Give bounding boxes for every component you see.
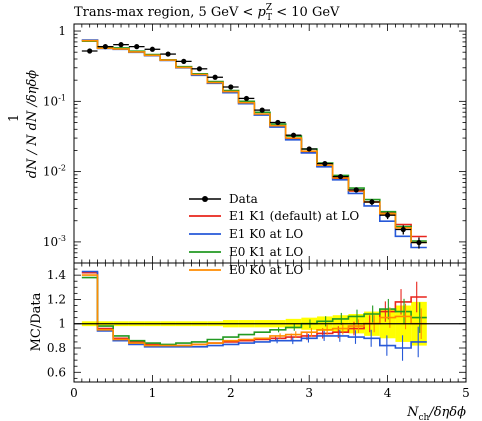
data-point bbox=[369, 199, 375, 205]
legend-label-e1k0: E1 K0 at LO bbox=[229, 227, 303, 241]
data-point bbox=[400, 226, 406, 233]
mc-line-series-0 bbox=[81, 39, 427, 238]
mc-line-series-3 bbox=[81, 39, 427, 244]
x-tick-label: 4 bbox=[384, 386, 392, 400]
ratio-line-series-1 bbox=[81, 270, 427, 349]
data-point bbox=[337, 173, 344, 180]
legend-marker-data bbox=[202, 196, 208, 202]
chart-title: Trans-max region, 5 GeV < pZ T < 10 GeV bbox=[74, 3, 340, 23]
legend-item-data: Data bbox=[189, 192, 258, 206]
y-axis-label-ratio: MC/Data bbox=[29, 292, 44, 351]
x-tick-label: 1 bbox=[149, 386, 157, 400]
legend-label-e0k1: E0 K1 at LO bbox=[229, 245, 303, 259]
data-point bbox=[134, 44, 140, 50]
x-axis-label: Nch/δηδϕ bbox=[406, 405, 466, 421]
data-point bbox=[290, 132, 297, 138]
data-point bbox=[118, 42, 124, 48]
data-point bbox=[416, 239, 422, 246]
legend: Data E1 K1 (default) at LO E1 K0 at LO E… bbox=[189, 192, 359, 277]
x-tick-label: 0 bbox=[70, 386, 78, 400]
data-point bbox=[243, 95, 250, 102]
x-tick-label: 3 bbox=[305, 386, 313, 400]
y-tick-label-ratio: 1.4 bbox=[47, 268, 66, 282]
legend-item-e0k0: E0 K0 at LO bbox=[189, 263, 303, 277]
y-tick-label-ratio: 0.8 bbox=[47, 341, 66, 355]
y-tick-label-ratio: 0.6 bbox=[47, 365, 66, 379]
ratio-panel: 0 1 2 3 4 5 0.6 0.8 1 1.2 1.4 bbox=[47, 262, 470, 400]
x-tick-label: 5 bbox=[462, 386, 470, 400]
y-tick-label-main: 10-1 bbox=[43, 93, 66, 108]
legend-label-e0k0: E0 K0 at LO bbox=[229, 263, 303, 277]
data-point bbox=[306, 146, 312, 152]
data-point bbox=[212, 74, 218, 80]
data-point bbox=[165, 51, 171, 57]
data-point bbox=[322, 161, 328, 167]
data-point bbox=[259, 107, 265, 113]
data-point bbox=[87, 48, 93, 54]
data-point bbox=[149, 46, 155, 52]
legend-label-e1k1: E1 K1 (default) at LO bbox=[229, 209, 359, 223]
legend-item-e1k0: E1 K0 at LO bbox=[189, 227, 303, 241]
y-tick-label-main: 1 bbox=[58, 24, 66, 38]
data-point bbox=[385, 212, 391, 218]
y-label-main-prefix: 1 bbox=[7, 114, 22, 122]
y-tick-label-main: 10-3 bbox=[43, 234, 66, 249]
legend-item-e1k1: E1 K1 (default) at LO bbox=[189, 209, 359, 223]
data-point bbox=[196, 66, 203, 72]
legend-item-e0k1: E0 K1 at LO bbox=[189, 245, 303, 259]
data-point bbox=[353, 187, 359, 193]
y-tick-label-main: 10-2 bbox=[43, 164, 66, 179]
ratio-line-series-2 bbox=[81, 276, 427, 346]
legend-label-data: Data bbox=[229, 192, 258, 206]
data-point bbox=[181, 58, 187, 64]
y-label-main-text: dN / N dN /δηδϕ bbox=[25, 70, 40, 178]
x-tick-label: 2 bbox=[227, 386, 235, 400]
data-point bbox=[275, 119, 281, 126]
y-tick-label-ratio: 1 bbox=[58, 317, 66, 331]
y-axis-label-main: 1 dN / N dN /δηδϕ bbox=[7, 70, 40, 178]
data-point bbox=[102, 44, 108, 50]
y-tick-label-ratio: 1.2 bbox=[47, 292, 66, 306]
main-panel: 1 10-1 10-2 10-3 bbox=[43, 23, 467, 264]
data-point bbox=[228, 84, 234, 90]
